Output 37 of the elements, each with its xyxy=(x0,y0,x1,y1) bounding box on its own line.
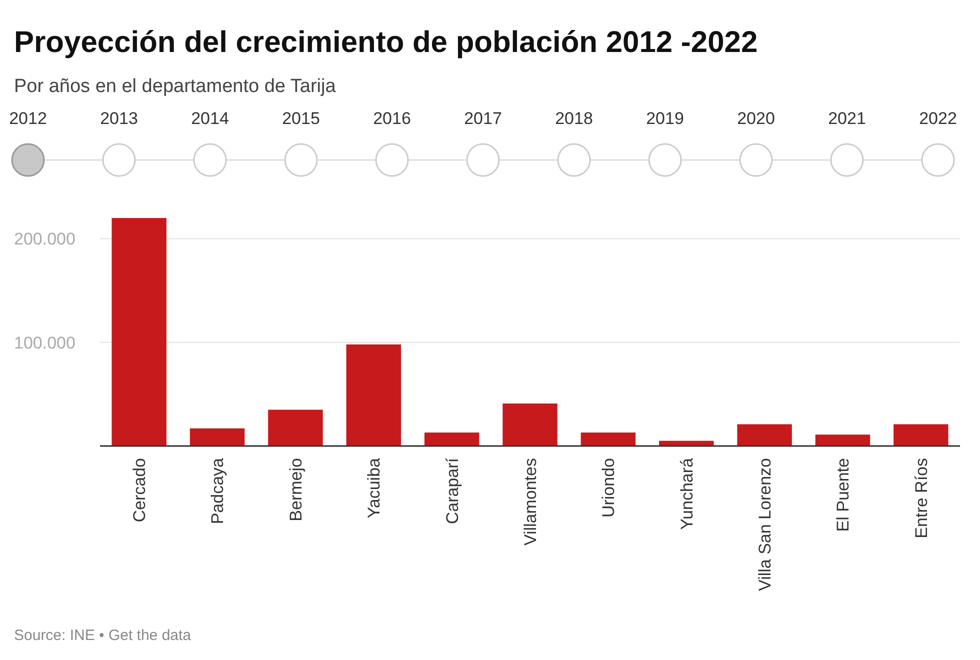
bar xyxy=(815,434,870,446)
text: 2022 xyxy=(919,109,957,128)
y-tick-label: 200.000 xyxy=(14,230,76,249)
bar xyxy=(268,410,323,446)
bar xyxy=(502,404,558,446)
x-tick-label: Yacuiba xyxy=(364,457,384,518)
text: 2015 xyxy=(282,109,320,128)
text: 2012 xyxy=(9,109,47,128)
y-tick-label: 100.000 xyxy=(14,333,76,352)
x-tick-label: Bermejo xyxy=(286,458,306,522)
chart-subtitle: Por años en el departamento de Tarija xyxy=(14,76,336,97)
text: 2013 xyxy=(100,109,138,128)
x-tick-label: Cercado xyxy=(130,458,150,522)
x-tick-label: Uriondo xyxy=(599,458,618,518)
x-tick-label: El Puente xyxy=(834,458,853,532)
bar xyxy=(894,424,948,446)
text: 2016 xyxy=(373,109,411,128)
text: 2018 xyxy=(555,109,593,128)
bar xyxy=(190,428,245,446)
text: 2017 xyxy=(464,109,502,128)
x-tick-label: Padcaya xyxy=(208,457,228,524)
text: 2020 xyxy=(737,109,775,128)
text: 2021 xyxy=(828,109,866,128)
x-tick-label: Caraparí xyxy=(442,458,462,524)
text: 2019 xyxy=(646,109,684,128)
x-tick-label: Villamontes xyxy=(520,458,540,546)
bar xyxy=(737,424,792,446)
text: 2014 xyxy=(191,109,229,128)
source-note: Source: INE • Get the data xyxy=(14,627,192,644)
x-tick-label: Yunchará xyxy=(677,457,696,530)
x-tick-label: Entre Ríos xyxy=(912,458,931,538)
x-tick-label: Villa San Lorenzo xyxy=(755,458,774,591)
bar xyxy=(346,344,401,446)
bar xyxy=(580,432,636,446)
bar xyxy=(112,218,166,446)
bar xyxy=(424,432,480,446)
chart-title: Proyección del crecimiento de población 2012 -2022 xyxy=(14,26,758,59)
